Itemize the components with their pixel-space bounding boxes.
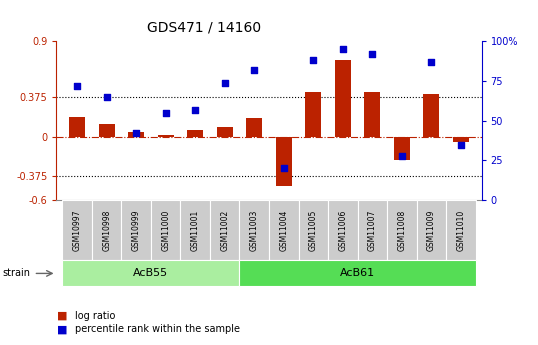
Text: log ratio: log ratio (75, 311, 116, 321)
Bar (246, 118, 263, 137)
Text: AcB61: AcB61 (340, 268, 375, 278)
Bar (446, 200, 476, 260)
Bar (92, 200, 122, 260)
Point (250, 67, 259, 73)
Bar (187, 130, 203, 137)
Bar (210, 200, 239, 260)
Bar (423, 94, 440, 137)
Text: GSM11008: GSM11008 (398, 210, 406, 251)
Text: percentile rank within the sample: percentile rank within the sample (75, 325, 240, 334)
Text: GSM11007: GSM11007 (368, 210, 377, 251)
Text: GSM11000: GSM11000 (161, 210, 170, 251)
Text: ■: ■ (56, 325, 67, 334)
Bar (62, 260, 239, 286)
Bar (239, 200, 269, 260)
Point (309, 58, 317, 63)
Text: GSM11009: GSM11009 (427, 210, 436, 251)
Bar (69, 117, 85, 137)
Text: GSM11001: GSM11001 (190, 210, 200, 251)
Point (279, 166, 288, 171)
Text: strain: strain (3, 268, 31, 278)
Bar (299, 200, 328, 260)
Bar (416, 200, 446, 260)
Bar (158, 135, 174, 137)
Bar (62, 200, 92, 260)
Text: AcB55: AcB55 (133, 268, 168, 278)
Point (102, 94, 111, 100)
Bar (217, 127, 233, 137)
Text: GSM11002: GSM11002 (220, 210, 229, 251)
Text: GSM11004: GSM11004 (279, 210, 288, 251)
Text: GSM11006: GSM11006 (338, 210, 348, 251)
Point (132, 131, 140, 136)
Point (338, 47, 347, 52)
Point (161, 110, 170, 116)
Bar (453, 137, 469, 142)
Point (191, 107, 200, 112)
Bar (269, 200, 299, 260)
Bar (98, 124, 115, 137)
Bar (122, 200, 151, 260)
Bar (394, 137, 410, 160)
Bar (239, 260, 476, 286)
Point (221, 80, 229, 86)
Bar (387, 200, 416, 260)
Point (457, 142, 465, 147)
Point (398, 153, 406, 158)
Text: ■: ■ (56, 311, 67, 321)
Point (73, 83, 81, 89)
Text: GSM11003: GSM11003 (250, 210, 259, 251)
Bar (358, 200, 387, 260)
Bar (364, 92, 380, 137)
Point (368, 51, 377, 57)
Bar (328, 200, 358, 260)
Text: GSM10998: GSM10998 (102, 210, 111, 251)
Text: GSM11010: GSM11010 (456, 210, 465, 251)
Text: GDS471 / 14160: GDS471 / 14160 (147, 21, 261, 35)
Bar (180, 200, 210, 260)
Bar (128, 132, 144, 137)
Bar (151, 200, 180, 260)
Bar (275, 137, 292, 186)
Bar (335, 60, 351, 137)
Text: GSM10999: GSM10999 (132, 209, 140, 251)
Text: GSM10997: GSM10997 (73, 209, 82, 251)
Point (427, 59, 436, 65)
Bar (305, 92, 321, 137)
Text: GSM11005: GSM11005 (309, 210, 318, 251)
